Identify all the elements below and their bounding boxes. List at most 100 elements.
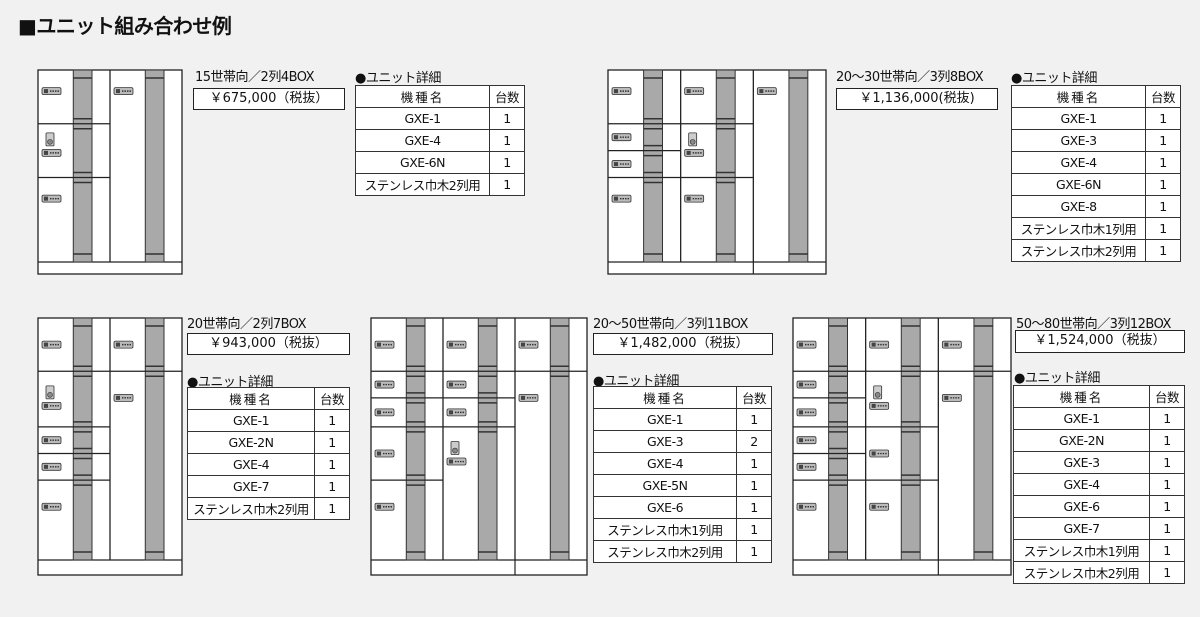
qty-cell: 1 (489, 107, 525, 130)
dial-lock-icon (611, 87, 632, 96)
price-box: ￥1,136,000(税抜) (836, 88, 998, 110)
dial-lock-icon (684, 194, 705, 203)
model-cell: GXE-2N (1013, 429, 1150, 452)
door-hinge-post (144, 317, 165, 561)
qty-cell: 1 (736, 496, 772, 519)
table-row: ステンレス巾木1列用 1 (593, 518, 772, 541)
combo-title: 20世帯向／2列7BOX (187, 317, 307, 332)
door-hinge-post (72, 69, 93, 263)
model-cell: GXE-5N (593, 474, 737, 497)
table-header-row: 機種名 台数 (187, 387, 350, 410)
qty-cell: 1 (1149, 561, 1185, 584)
dial-lock-icon (941, 340, 962, 349)
qty-header: 台数 (736, 386, 772, 409)
table-row: ステンレス巾木1列用 1 (1011, 217, 1181, 240)
qty-cell: 1 (736, 408, 772, 431)
dial-lock-icon (756, 87, 777, 96)
dial-lock-icon (41, 340, 62, 349)
model-cell: ステンレス巾木2列用 (1011, 239, 1146, 262)
dial-lock-icon (518, 340, 539, 349)
dial-lock-icon (41, 502, 62, 511)
table-row: GXE-4 1 (1011, 151, 1181, 174)
qty-cell: 1 (736, 518, 772, 541)
model-cell: GXE-4 (187, 453, 315, 476)
intercom-icon (45, 385, 55, 400)
model-cell: GXE-3 (593, 430, 737, 453)
dial-lock-icon (869, 340, 890, 349)
qty-header: 台数 (314, 387, 350, 410)
model-cell: GXE-3 (1011, 129, 1146, 152)
model-cell: GXE-6 (1013, 495, 1150, 518)
model-cell: GXE-4 (1013, 473, 1150, 496)
dial-lock-icon (869, 449, 890, 458)
door-hinge-post (144, 69, 165, 263)
table-row: GXE-4 1 (593, 452, 772, 475)
qty-cell: 1 (1145, 129, 1181, 152)
table-row: GXE-1 1 (593, 408, 772, 431)
door-hinge-post (788, 69, 809, 263)
qty-cell: 1 (314, 409, 350, 432)
table-row: GXE-8 1 (1011, 195, 1181, 218)
table-row: GXE-1 1 (1011, 107, 1181, 130)
qty-cell: 1 (736, 474, 772, 497)
qty-header: 台数 (489, 85, 525, 108)
qty-cell: 1 (314, 431, 350, 454)
model-cell: ステンレス巾木2列用 (1013, 561, 1150, 584)
price-box: ￥1,524,000（税抜） (1015, 330, 1185, 353)
dial-lock-icon (41, 148, 62, 157)
table-header-row: 機種名 台数 (1013, 385, 1185, 408)
model-cell: GXE-1 (187, 409, 315, 432)
qty-cell: 1 (1145, 173, 1181, 196)
qty-cell: 1 (314, 475, 350, 498)
dial-lock-icon (796, 340, 817, 349)
dial-lock-icon (374, 380, 395, 389)
mailbox-unit-drawing (792, 317, 1012, 576)
model-cell: ステンレス巾木2列用 (355, 173, 490, 196)
table-row: ステンレス巾木2列用 1 (1011, 239, 1181, 262)
dial-lock-icon (446, 457, 467, 466)
table-row: GXE-6N 1 (1011, 173, 1181, 196)
dial-lock-icon (41, 462, 62, 471)
model-cell: GXE-1 (355, 107, 490, 130)
door-hinge-post (715, 69, 736, 263)
qty-cell: 1 (1149, 451, 1185, 474)
unit-detail-label: ●ユニット詳細 (187, 375, 273, 390)
model-cell: ステンレス巾木1列用 (593, 518, 737, 541)
combo-title: 50～80世帯向／3列12BOX (1016, 317, 1171, 332)
dial-lock-icon (796, 436, 817, 445)
dial-lock-icon (611, 133, 632, 142)
unit-detail-label: ●ユニット詳細 (355, 71, 441, 86)
model-cell: ステンレス巾木1列用 (1013, 539, 1150, 562)
table-row: GXE-6 1 (593, 496, 772, 519)
model-cell: GXE-1 (1011, 107, 1146, 130)
door-hinge-post (405, 317, 426, 561)
qty-cell: 1 (1145, 239, 1181, 262)
table-header-row: 機種名 台数 (1011, 85, 1181, 108)
dial-lock-icon (374, 340, 395, 349)
qty-cell: 1 (1145, 107, 1181, 130)
dial-lock-icon (41, 436, 62, 445)
model-header: 機種名 (1011, 85, 1146, 108)
table-row: GXE-3 1 (1013, 451, 1185, 474)
model-cell: GXE-7 (187, 475, 315, 498)
table-row: GXE-1 1 (187, 409, 350, 432)
intercom-icon (45, 132, 55, 147)
qty-cell: 1 (1149, 407, 1185, 430)
dial-lock-icon (374, 408, 395, 417)
dial-lock-icon (869, 401, 890, 410)
unit-detail-label: ●ユニット詳細 (593, 374, 679, 389)
table-row: GXE-2N 1 (1013, 429, 1185, 452)
qty-header: 台数 (1145, 85, 1181, 108)
intercom-icon (450, 441, 460, 455)
table-row: GXE-4 1 (1013, 473, 1185, 496)
qty-cell: 1 (1149, 495, 1185, 518)
model-header: 機種名 (355, 85, 490, 108)
combo-title: 15世帯向／2列4BOX (195, 70, 315, 85)
model-cell: ステンレス巾木1列用 (1011, 217, 1146, 240)
door-hinge-post (643, 69, 663, 263)
dial-lock-icon (374, 449, 395, 458)
door-hinge-post (477, 317, 498, 561)
qty-cell: 1 (1145, 151, 1181, 174)
table-header-row: 機種名 台数 (593, 386, 772, 409)
dial-lock-icon (446, 340, 467, 349)
